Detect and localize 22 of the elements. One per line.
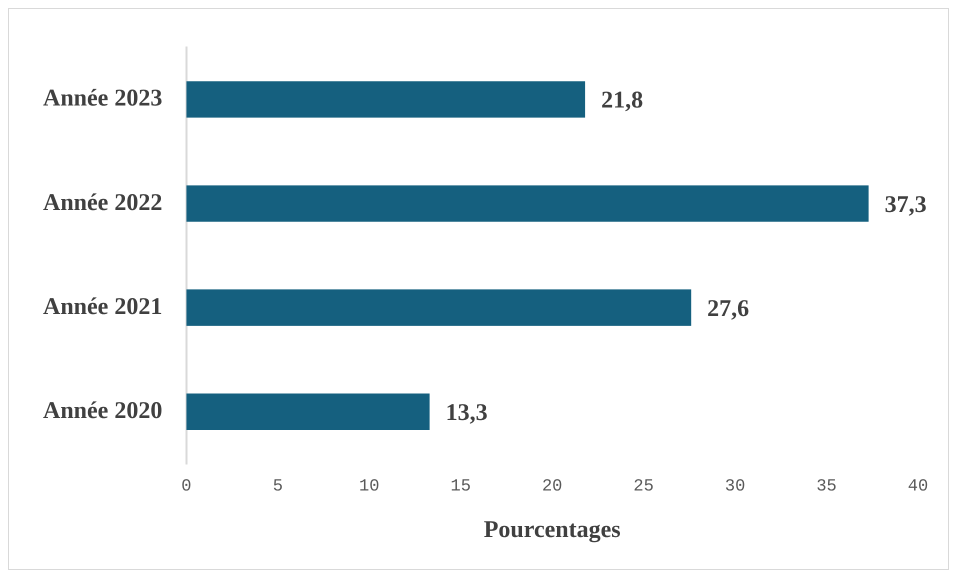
bar	[186, 289, 692, 326]
y-tick-label: Année 2023	[42, 86, 162, 112]
bar	[186, 81, 586, 118]
data-label: 13,3	[446, 400, 488, 426]
x-tick-label: 30	[724, 478, 746, 496]
x-tick-label: 15	[450, 478, 471, 496]
y-tick-label: Année 2021	[42, 294, 162, 320]
x-tick-label: 40	[908, 478, 928, 496]
x-tick-label: 20	[542, 478, 562, 496]
bar	[186, 394, 430, 430]
x-tick-label: 0	[181, 478, 192, 496]
x-tick-label: 10	[359, 478, 380, 496]
y-tick-label: Année 2022	[42, 190, 162, 216]
bar	[186, 185, 869, 222]
x-tick-label: 35	[816, 478, 837, 496]
x-tick-label: 25	[633, 478, 654, 496]
data-label: 27,6	[707, 296, 750, 322]
data-label: 21,8	[601, 88, 644, 114]
x-axis-title: Pourcentages	[484, 516, 621, 543]
y-tick-label: Année 2020	[42, 398, 162, 424]
x-tick-label: 5	[272, 478, 283, 496]
data-label: 37,3	[884, 192, 927, 218]
